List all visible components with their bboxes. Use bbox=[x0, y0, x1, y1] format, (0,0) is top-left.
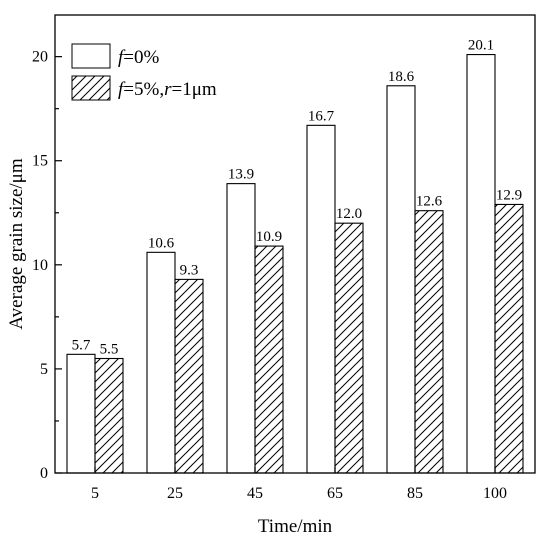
y-tick-label: 0 bbox=[40, 465, 48, 482]
y-tick-label: 5 bbox=[40, 361, 48, 378]
bar-f5-r1 bbox=[174, 278, 204, 474]
bar-f0 bbox=[146, 251, 176, 474]
x-tick-label: 45 bbox=[247, 485, 263, 502]
legend-2-rest: =1μm bbox=[171, 79, 216, 100]
data-label-f0: 10.6 bbox=[148, 235, 175, 251]
plot-frame bbox=[54, 14, 536, 474]
bar-f0 bbox=[386, 85, 416, 474]
x-tick-label: 5 bbox=[91, 485, 99, 502]
bar-f0 bbox=[226, 183, 256, 474]
legend-label-2: f=5%,r=1μm bbox=[118, 79, 217, 100]
bar-f0 bbox=[466, 54, 496, 474]
y-axis-title: Average grain size/μm bbox=[6, 158, 27, 329]
data-label-f5-r1: 5.5 bbox=[100, 342, 119, 358]
data-label-f5-r1: 9.3 bbox=[180, 262, 199, 278]
bar-f5-r1 bbox=[414, 210, 444, 474]
data-label-f5-r1: 12.0 bbox=[336, 206, 362, 222]
legend-swatch-hatched bbox=[71, 75, 111, 101]
y-axis-ticks: 0 5 10 15 20 bbox=[32, 49, 62, 482]
y-tick-label: 15 bbox=[32, 153, 48, 170]
x-tick-label: 85 bbox=[407, 485, 423, 502]
bar-f5-r1 bbox=[494, 203, 524, 474]
legend-2-mid: =5%, bbox=[123, 79, 164, 100]
x-axis-title: Time/min bbox=[258, 516, 333, 537]
bar-f5-r1 bbox=[334, 222, 364, 474]
legend-2-r: r bbox=[164, 79, 172, 100]
data-label-f5-r1: 12.9 bbox=[496, 187, 522, 203]
bar-f0 bbox=[66, 353, 96, 474]
y-tick-label: 10 bbox=[32, 257, 48, 274]
bar-f5-r1 bbox=[94, 357, 124, 474]
x-tick-label: 100 bbox=[483, 485, 507, 502]
legend-swatch-open bbox=[71, 43, 111, 69]
data-label-f0: 20.1 bbox=[468, 38, 494, 54]
x-tick-label: 25 bbox=[167, 485, 183, 502]
legend-1-f: f bbox=[118, 47, 126, 68]
bar-f5-r1 bbox=[254, 245, 284, 474]
bars-group bbox=[66, 54, 524, 474]
y-tick-label: 20 bbox=[32, 49, 48, 66]
legend-label-1: f=0% bbox=[118, 47, 159, 68]
data-label-f5-r1: 10.9 bbox=[256, 229, 282, 245]
legend-2-f: f bbox=[118, 79, 126, 100]
data-label-f0: 16.7 bbox=[308, 108, 335, 124]
data-label-f5-r1: 12.6 bbox=[416, 194, 443, 210]
data-label-f0: 13.9 bbox=[228, 167, 254, 183]
data-labels-group: 5.7 10.6 13.9 16.7 18.6 20.1 5.5 9.3 10.9 12.0 12.… bbox=[72, 38, 523, 358]
data-label-f0: 5.7 bbox=[72, 337, 91, 353]
x-tick-label: 65 bbox=[327, 485, 343, 502]
bar-f0 bbox=[306, 124, 336, 474]
x-axis-ticks: 5 25 45 65 85 100 bbox=[91, 467, 507, 502]
legend: f=0% f=5%,r=1μm bbox=[71, 43, 217, 101]
data-label-f0: 18.6 bbox=[388, 69, 415, 85]
legend-1-rest: =0% bbox=[123, 47, 159, 68]
